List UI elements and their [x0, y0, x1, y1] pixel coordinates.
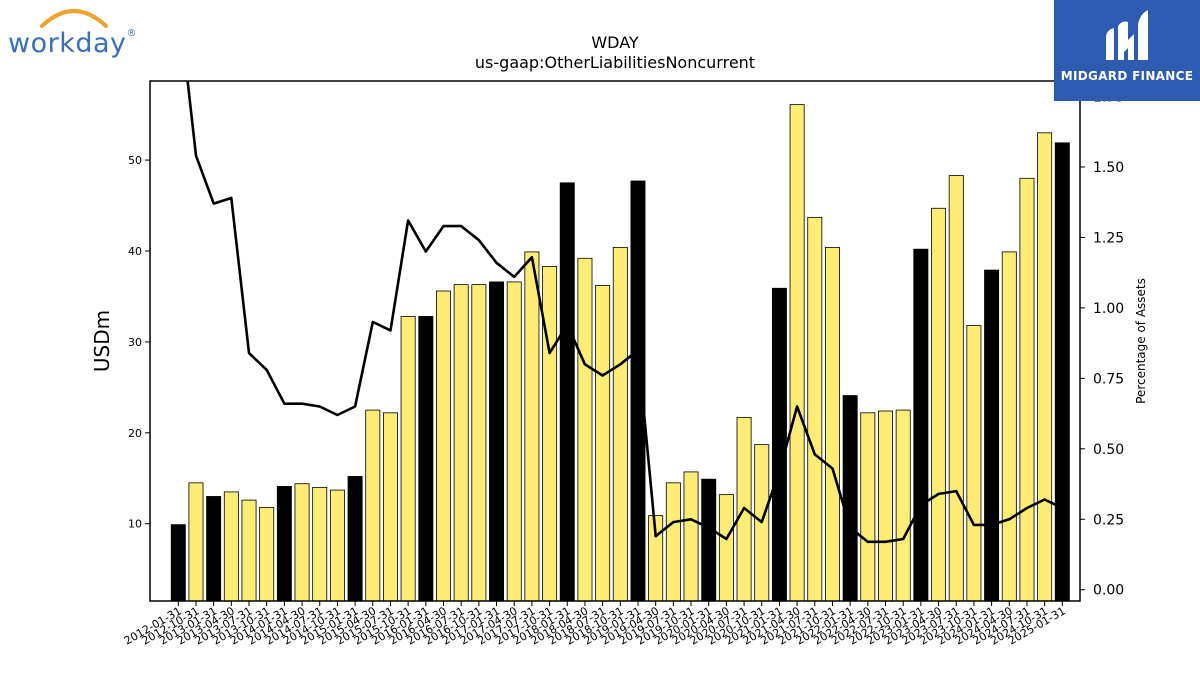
bar-2022-07-31 [878, 410, 893, 602]
y2-tick-label: 0.50 [1093, 442, 1124, 458]
bar-2023-04-30 [931, 207, 947, 602]
bar-2013-10-31 [259, 506, 275, 602]
bar-2022-01-31 [842, 395, 858, 602]
y2-tick-label: 0.25 [1093, 512, 1124, 528]
y2-axis: 0.000.250.500.751.001.251.501.75 [1080, 90, 1124, 599]
bar-2013-01-31 [206, 496, 222, 602]
chart-subtitle: us-gaap:OtherLiabilitiesNoncurrent [474, 53, 756, 72]
bar-2018-10-31 [612, 246, 628, 602]
bar-2024-04-30 [1001, 251, 1017, 602]
bar-2012-10-31 [188, 482, 204, 602]
x-axis: 2012-01-312012-10-312013-01-312013-04-30… [122, 601, 1068, 648]
bar-2025-01-31 [1054, 142, 1070, 602]
bar-2021-04-30 [789, 104, 805, 602]
y-axis: 10 20 30 40 50 [128, 154, 150, 531]
midgard-finance-watermark: MIDGARD FINANCE [1054, 0, 1200, 101]
y-axis-label: USDm [90, 310, 114, 372]
bar-2024-01-31 [984, 269, 1000, 602]
bar-2016-04-30 [436, 290, 451, 602]
workday-wordmark: workday® [8, 28, 138, 59]
bar-2023-01-31 [913, 248, 929, 602]
bar-2022-10-31 [895, 409, 911, 602]
bar-2021-10-31 [824, 246, 840, 602]
midgard-finance-text: MIDGARD FINANCE [1060, 69, 1194, 83]
y-tick-label: 50 [128, 154, 142, 167]
bar-2015-10-31 [400, 316, 416, 602]
bar-2016-01-31 [418, 316, 434, 602]
bar-2017-04-30 [506, 281, 522, 602]
bar-2012-01-31 [170, 524, 186, 602]
midgard-logo-icon [1106, 10, 1148, 60]
y2-tick-label: 0.00 [1093, 583, 1124, 599]
bar-2018-01-31 [559, 182, 575, 602]
bar-2015-01-31 [347, 476, 363, 602]
bar-2018-04-30 [577, 257, 593, 602]
bar-2014-01-31 [276, 486, 292, 602]
bar-2023-10-31 [966, 325, 982, 602]
bar-2016-07-31 [453, 284, 469, 602]
bar-2016-10-31 [471, 284, 487, 602]
y-tick-label: 30 [128, 336, 142, 349]
line-layer [186, 81, 1063, 544]
y-tick-label: 20 [128, 427, 142, 440]
bar-2020-04-30 [718, 494, 734, 602]
percentage-of-assets-line [186, 81, 1063, 544]
y-tick-label: 40 [128, 245, 142, 258]
bar-2017-10-31 [542, 266, 558, 602]
chart-title: WDAY [591, 33, 639, 52]
y2-tick-label: 0.75 [1093, 371, 1124, 387]
y-tick-label: 10 [128, 518, 142, 531]
bar-2015-04-30 [365, 409, 381, 602]
bar-2014-07-31 [312, 486, 328, 602]
y2-tick-label: 1.00 [1093, 301, 1124, 317]
bar-2023-07-31 [948, 175, 964, 602]
bar-2013-07-31 [241, 499, 257, 602]
bar-2019-10-31 [683, 471, 699, 602]
bar-2015-07-31 [382, 412, 398, 602]
plot-frame [149, 80, 1081, 602]
bar-2017-07-31 [524, 251, 540, 602]
bar-2024-10-31 [1037, 132, 1053, 602]
bar-2022-04-30 [860, 412, 876, 602]
bars-layer [170, 104, 1070, 602]
y2-tick-label: 1.25 [1093, 230, 1124, 246]
bar-2024-07-31 [1019, 177, 1035, 602]
bar-2021-07-31 [807, 216, 823, 602]
bar-2013-04-30 [223, 491, 239, 602]
workday-logo: workday® [4, 4, 138, 59]
y2-tick-label: 1.50 [1093, 160, 1124, 176]
bar-2018-07-31 [595, 285, 611, 602]
bar-2019-07-31 [665, 482, 681, 602]
bar-2014-04-30 [294, 483, 310, 602]
bar-2021-01-31 [771, 287, 787, 602]
bar-2017-01-31 [489, 281, 505, 602]
bar-2020-01-31 [701, 478, 717, 602]
sun-arc-icon [40, 9, 108, 28]
y2-axis-label: Percentage of Assets [1134, 278, 1148, 404]
bar-2014-10-31 [329, 489, 345, 602]
